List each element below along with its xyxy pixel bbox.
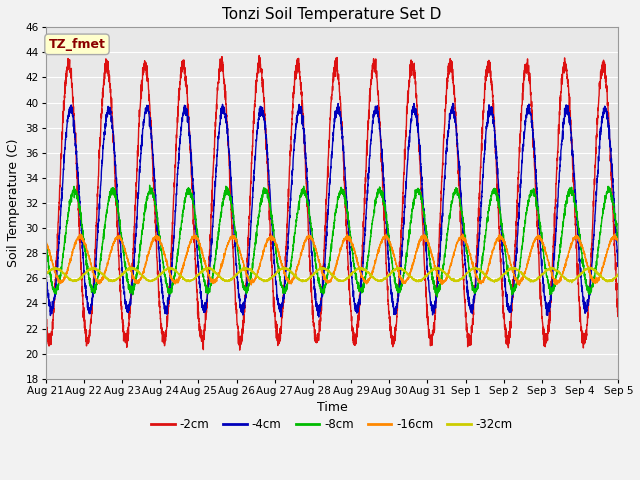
-8cm [282,288,290,293]
-16cm [614,238,622,243]
-8cm [597,223,605,228]
-4cm [458,210,466,216]
-8cm [569,192,577,198]
-32cm [458,276,466,282]
-4cm [42,268,49,274]
-4cm [449,100,457,106]
-16cm [287,278,294,284]
-2cm [255,53,263,59]
-4cm [287,191,294,196]
-2cm [42,310,49,316]
-32cm [614,273,622,278]
-4cm [614,260,622,266]
-16cm [569,239,577,244]
-16cm [516,282,524,288]
-2cm [236,347,244,353]
-2cm [283,239,291,244]
-8cm [614,240,622,245]
-16cm [42,237,49,243]
-32cm [287,269,295,275]
-32cm [282,266,290,272]
-8cm [458,209,466,215]
-32cm [569,276,577,282]
-32cm [314,267,322,273]
-2cm [314,331,322,336]
-32cm [166,264,173,270]
-4cm [315,314,323,320]
-16cm [459,231,467,237]
-16cm [314,253,321,259]
-32cm [568,280,575,286]
Line: -2cm: -2cm [45,56,618,350]
-2cm [614,311,622,316]
-4cm [569,149,577,155]
Y-axis label: Soil Temperature (C): Soil Temperature (C) [7,139,20,267]
-4cm [282,267,290,273]
-32cm [597,274,605,279]
Line: -16cm: -16cm [45,234,618,285]
-2cm [569,157,577,163]
-2cm [458,251,466,256]
-8cm [287,261,295,267]
Line: -4cm: -4cm [45,103,618,317]
Title: Tonzi Soil Temperature Set D: Tonzi Soil Temperature Set D [222,7,442,22]
-2cm [597,76,605,82]
-8cm [42,238,49,244]
-4cm [314,306,321,312]
-16cm [458,233,465,239]
-16cm [597,271,605,276]
Line: -32cm: -32cm [45,267,618,283]
Line: -8cm: -8cm [45,185,618,297]
Text: TZ_fmet: TZ_fmet [49,38,106,51]
-32cm [42,271,49,277]
-8cm [146,182,154,188]
-4cm [597,128,605,134]
-8cm [314,274,322,280]
-2cm [287,136,295,142]
Legend: -2cm, -4cm, -8cm, -16cm, -32cm: -2cm, -4cm, -8cm, -16cm, -32cm [147,414,518,436]
X-axis label: Time: Time [317,401,348,414]
-8cm [433,294,441,300]
-16cm [282,277,290,283]
